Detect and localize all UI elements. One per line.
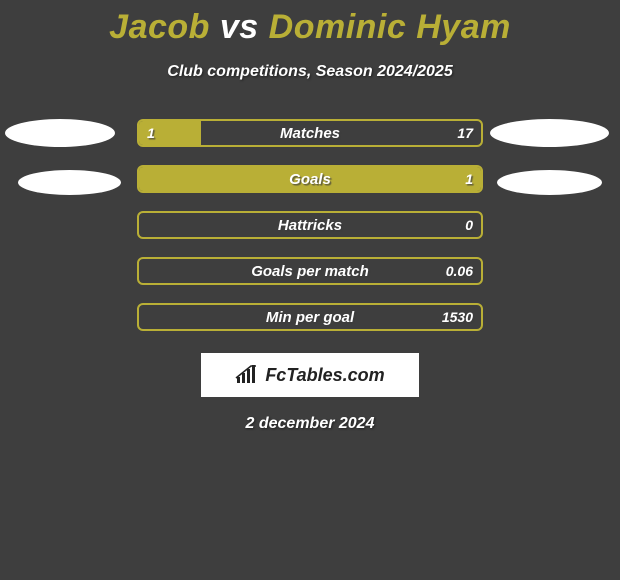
stat-row: Goals per match0.06	[137, 257, 483, 285]
stat-value-right: 0	[465, 213, 473, 237]
stat-value-right: 0.06	[446, 259, 473, 283]
stat-value-right: 1530	[442, 305, 473, 329]
stat-row: 1Matches17	[137, 119, 483, 147]
title-vs: vs	[220, 8, 259, 46]
player2-name: Dominic Hyam	[269, 8, 511, 46]
stat-row: Hattricks0	[137, 211, 483, 239]
player1-name: Jacob	[109, 8, 210, 46]
logo-text: FcTables.com	[265, 365, 384, 386]
subtitle: Club competitions, Season 2024/2025	[0, 63, 620, 81]
chart-area: 1Matches17Goals1Hattricks0Goals per matc…	[0, 119, 620, 331]
stat-rows: 1Matches17Goals1Hattricks0Goals per matc…	[137, 119, 483, 331]
stat-label: Matches	[139, 121, 481, 145]
stat-label: Hattricks	[139, 213, 481, 237]
stat-value-right: 1	[465, 167, 473, 191]
date-label: 2 december 2024	[0, 415, 620, 433]
stat-row: Min per goal1530	[137, 303, 483, 331]
stat-row: Goals1	[137, 165, 483, 193]
stat-label: Goals per match	[139, 259, 481, 283]
comparison-title: Jacob vs Dominic Hyam	[0, 0, 620, 47]
stat-value-right: 17	[457, 121, 473, 145]
placeholder-ellipse-2	[18, 170, 121, 195]
placeholder-ellipse-0	[5, 119, 115, 147]
stat-label: Goals	[139, 167, 481, 191]
bar-chart-icon	[235, 365, 259, 385]
placeholder-ellipse-3	[497, 170, 602, 195]
placeholder-ellipse-1	[490, 119, 609, 147]
stat-label: Min per goal	[139, 305, 481, 329]
logo-box: FcTables.com	[201, 353, 419, 397]
